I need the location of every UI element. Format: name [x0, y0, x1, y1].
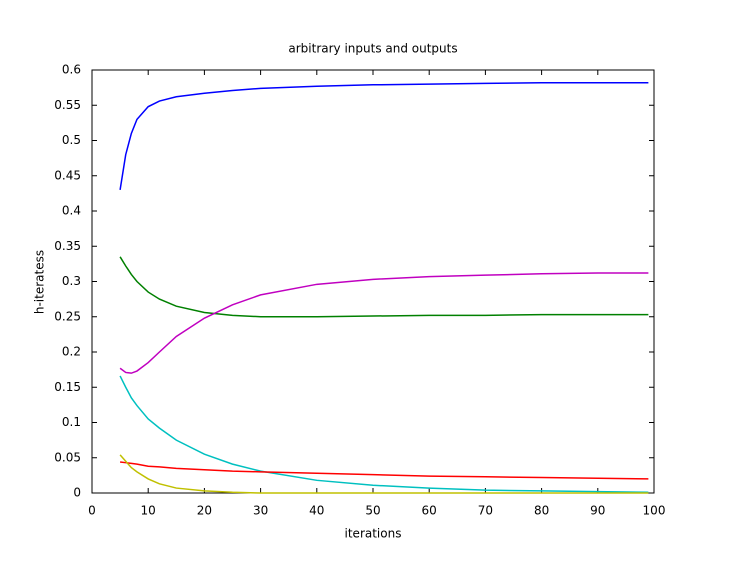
- x-axis-label: iterations: [345, 527, 402, 541]
- y-tick-label: 0: [73, 486, 81, 500]
- x-tick-label: 90: [590, 504, 605, 518]
- y-tick-label: 0.35: [54, 239, 81, 253]
- y-tick-label: 0.25: [54, 309, 81, 323]
- chart-title: arbitrary inputs and outputs: [288, 42, 457, 56]
- x-tick-label: 30: [253, 504, 268, 518]
- x-tick-label: 70: [478, 504, 493, 518]
- y-tick-label: 0.3: [62, 274, 81, 288]
- series-line: [119, 454, 649, 494]
- y-tick-label: 0.45: [54, 168, 81, 182]
- x-tick-label: 0: [88, 504, 96, 518]
- series-line: [119, 375, 649, 494]
- x-tick-label: 20: [197, 504, 212, 518]
- y-tick-label: 0.2: [62, 345, 81, 359]
- x-tick-label: 10: [141, 504, 156, 518]
- series-line: [119, 81, 649, 190]
- plot-frame: [91, 69, 655, 494]
- y-tick-label: 0.4: [62, 204, 81, 218]
- series-line: [119, 256, 649, 318]
- y-tick-label: 0.5: [62, 133, 81, 147]
- x-tick-label: 50: [365, 504, 380, 518]
- y-tick-label: 0.55: [54, 98, 81, 112]
- series-line: [120, 461, 649, 480]
- y-axis-label: h-iteratess: [33, 250, 47, 314]
- x-tick-label: 100: [643, 504, 666, 518]
- x-tick-label: 40: [309, 504, 324, 518]
- x-tick-label: 80: [534, 504, 549, 518]
- series-line: [119, 272, 649, 374]
- y-tick-label: 0.6: [62, 63, 81, 77]
- y-tick-label: 0.1: [62, 415, 81, 429]
- y-tick-label: 0.05: [54, 450, 81, 464]
- x-tick-label: 60: [422, 504, 437, 518]
- y-tick-label: 0.15: [54, 380, 81, 394]
